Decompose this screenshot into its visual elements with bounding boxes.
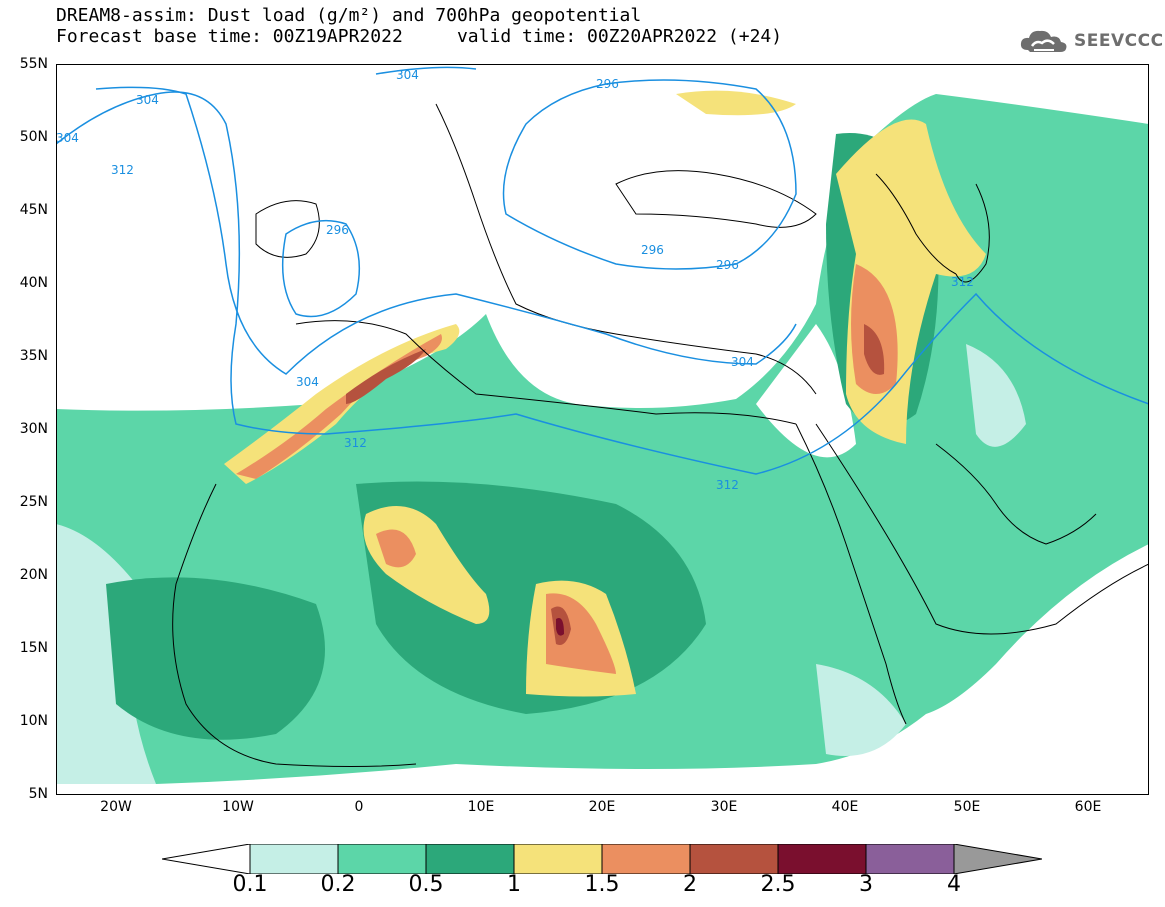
- legend-tick-label: 1.5: [584, 872, 620, 897]
- lon-label: 50E: [953, 799, 981, 815]
- legend-tick-label: 2: [683, 872, 697, 897]
- dust-area-verylow-ethiopia: [816, 664, 906, 756]
- dust-area-high-north: [676, 90, 796, 116]
- lon-label: 30E: [710, 799, 738, 815]
- coast-west-africa: [172, 483, 417, 767]
- coastline-layer: [172, 103, 1149, 767]
- contour-label: 304: [296, 375, 319, 389]
- dust-area-vhigh-caspian: [851, 264, 898, 394]
- lon-label: 20W: [100, 799, 132, 815]
- dust-area-vhigh-algeria: [376, 529, 416, 568]
- dust-area-extreme-morocco: [346, 349, 426, 404]
- contour-label: 304: [136, 93, 159, 107]
- legend-swatch: [777, 844, 867, 874]
- dust-area-max-chad: [556, 618, 564, 636]
- legend-swatch: [865, 844, 955, 874]
- contour-label: 304: [56, 131, 79, 145]
- legend-tick-label: 1: [507, 872, 521, 897]
- dust-fill-layer: [56, 90, 1149, 784]
- lat-label: 30N: [19, 421, 48, 437]
- lon-label: 10E: [467, 799, 495, 815]
- lat-label: 35N: [19, 348, 48, 364]
- coast-red-sea-west: [795, 423, 907, 725]
- contour-label: 304: [731, 355, 754, 369]
- dust-area-extreme-caspian: [864, 324, 885, 375]
- lat-label: 55N: [19, 56, 48, 72]
- color-legend: [162, 844, 1042, 874]
- lon-label: 0: [354, 799, 364, 815]
- lat-label: 25N: [19, 494, 48, 510]
- dust-area-mid-west: [106, 577, 325, 740]
- contour-label: 296: [716, 258, 739, 272]
- legend-tick-label: 0.1: [232, 872, 268, 897]
- legend-swatch: [601, 844, 691, 874]
- legend-swatch: [425, 844, 515, 874]
- dust-map: 304 304 304 312 296 296 296 296 312 304 …: [56, 64, 1149, 795]
- legend-under-arrow: [162, 844, 251, 874]
- contour-304-north: [375, 66, 477, 75]
- lat-label: 40N: [19, 275, 48, 291]
- coast-black-sea: [615, 170, 817, 228]
- lat-label: 5N: [28, 786, 48, 802]
- map-title: DREAM8-assim: Dust load (g/m²) and 700hP…: [56, 5, 642, 26]
- legend-tick-label: 2.5: [760, 872, 796, 897]
- legend-tick-label: 3: [859, 872, 873, 897]
- legend-swatch: [249, 844, 339, 874]
- contour-304: [95, 86, 797, 375]
- contour-296-europe: [502, 79, 797, 270]
- coast-caspian-east: [955, 183, 990, 283]
- brand-logo: SEEVCCC: [1018, 26, 1164, 56]
- contour-layer: [56, 66, 1149, 475]
- legend-swatch: [513, 844, 603, 874]
- coast-caspian-west: [875, 173, 957, 275]
- contour-label: 296: [641, 243, 664, 257]
- lat-label: 10N: [19, 713, 48, 729]
- lon-label: 10W: [222, 799, 254, 815]
- coast-mediterranean-south: [295, 320, 797, 425]
- map-subtitle: Forecast base time: 00Z19APR2022 valid t…: [56, 26, 783, 47]
- lat-label: 15N: [19, 640, 48, 656]
- legend-over-arrow: [953, 844, 1042, 874]
- lat-label: 20N: [19, 567, 48, 583]
- cloud-logo-icon: [1020, 30, 1067, 52]
- lon-label: 60E: [1074, 799, 1102, 815]
- coast-iberia: [255, 200, 320, 258]
- clear-area-egypt: [756, 324, 856, 458]
- contour-312: [56, 91, 1149, 475]
- lon-label: 40E: [831, 799, 859, 815]
- contour-label: 296: [326, 223, 349, 237]
- contour-label: 312: [716, 478, 739, 492]
- coast-gulf: [935, 443, 1097, 545]
- contour-label: 304: [396, 68, 419, 82]
- legend-tick-label: 0.5: [408, 872, 444, 897]
- contour-296-iberia: [281, 219, 361, 318]
- brand-name: SEEVCCC: [1074, 31, 1164, 51]
- legend-swatch: [689, 844, 779, 874]
- legend-tick-label: 0.2: [320, 872, 356, 897]
- contour-label: 312: [111, 163, 134, 177]
- coast-arabia: [815, 423, 1149, 635]
- legend-tick-label: 4: [947, 872, 961, 897]
- lon-label: 20E: [588, 799, 616, 815]
- contour-label-layer: 304 304 304 312 296 296 296 296 312 304 …: [56, 68, 974, 492]
- lat-label: 50N: [19, 129, 48, 145]
- dust-area-verylow-iran: [966, 344, 1026, 447]
- map-frame: [56, 64, 1149, 795]
- legend-swatch: [337, 844, 427, 874]
- lat-label: 45N: [19, 202, 48, 218]
- contour-label: 296: [596, 77, 619, 91]
- contour-label: 312: [344, 436, 367, 450]
- contour-label: 312: [951, 275, 974, 289]
